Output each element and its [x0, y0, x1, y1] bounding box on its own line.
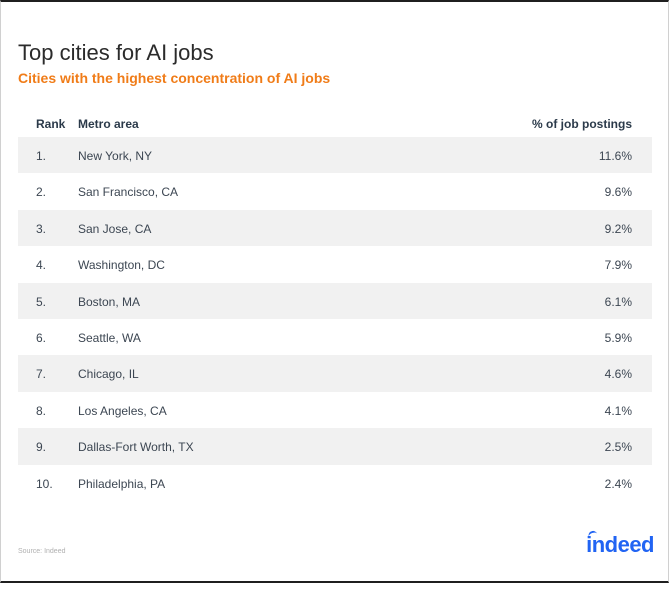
cell-rank: 7. — [36, 367, 47, 382]
cell-metro-area: San Francisco, CA — [78, 185, 179, 200]
table-header: Rank Metro area % of job postings — [18, 112, 652, 134]
table-row: 9. Dallas-Fort Worth, TX 2.5% — [18, 428, 652, 465]
cell-percent: 9.2% — [604, 221, 632, 236]
cell-rank: 5. — [36, 294, 47, 309]
cell-metro-area: Boston, MA — [78, 294, 141, 309]
table-row: 7. Chicago, IL 4.6% — [18, 355, 652, 392]
cell-percent: 5.9% — [604, 330, 632, 345]
cell-rank: 3. — [36, 221, 47, 236]
cell-percent: 9.6% — [604, 185, 632, 200]
cell-metro-area: Los Angeles, CA — [78, 403, 167, 418]
table-row: 1. New York, NY 11.6% — [18, 137, 652, 174]
cell-metro-area: New York, NY — [78, 149, 153, 163]
table-row: 5. Boston, MA 6.1% — [18, 282, 652, 319]
indeed-logo: indeed — [586, 529, 654, 558]
table-row: 6. Seattle, WA 5.9% — [18, 319, 652, 355]
header-percent-postings: % of job postings — [532, 117, 632, 131]
table-row: 2. San Francisco, CA 9.6% — [18, 173, 652, 209]
cell-metro-area: Seattle, WA — [78, 330, 141, 345]
cell-percent: 6.1% — [604, 294, 632, 309]
cell-metro-area: San Jose, CA — [78, 221, 152, 236]
cell-metro-area: Philadelphia, PA — [78, 476, 166, 491]
table-row: 8. Los Angeles, CA 4.1% — [18, 392, 652, 428]
cell-rank: 2. — [36, 185, 47, 200]
cell-rank: 4. — [36, 258, 47, 273]
table-row: 4. Washington, DC 7.9% — [18, 246, 652, 282]
cell-metro-area: Dallas-Fort Worth, TX — [78, 440, 194, 455]
cell-rank: 8. — [36, 403, 47, 418]
cell-metro-area: Washington, DC — [78, 258, 165, 273]
cell-rank: 1. — [36, 149, 47, 163]
table-body: 1. New York, NY 11.6% 2. San Francisco, CA 9.… — [18, 137, 652, 501]
header-rank: Rank — [36, 117, 66, 131]
cell-metro-area: Chicago, IL — [78, 367, 139, 382]
cell-rank: 10. — [36, 476, 53, 491]
chart-subtitle: Cities with the highest concentration of… — [18, 70, 331, 86]
cell-percent: 7.9% — [604, 258, 632, 273]
cell-rank: 6. — [36, 330, 47, 345]
cell-percent: 2.4% — [604, 476, 632, 491]
chart-frame — [0, 0, 669, 583]
cell-percent: 4.6% — [604, 367, 632, 382]
chart-title: Top cities for AI jobs — [18, 40, 214, 65]
header-metro-area: Metro area — [78, 117, 139, 131]
cell-rank: 9. — [36, 440, 47, 455]
table-row: 10. Philadelphia, PA 2.4% — [18, 465, 652, 501]
cell-percent: 4.1% — [604, 403, 632, 418]
logo-text: indeed — [586, 532, 654, 557]
cell-percent: 11.6% — [598, 149, 632, 163]
table-row: 3. San Jose, CA 9.2% — [18, 209, 652, 247]
source-note: Source: Indeed — [18, 548, 66, 555]
cell-percent: 2.5% — [604, 440, 632, 455]
